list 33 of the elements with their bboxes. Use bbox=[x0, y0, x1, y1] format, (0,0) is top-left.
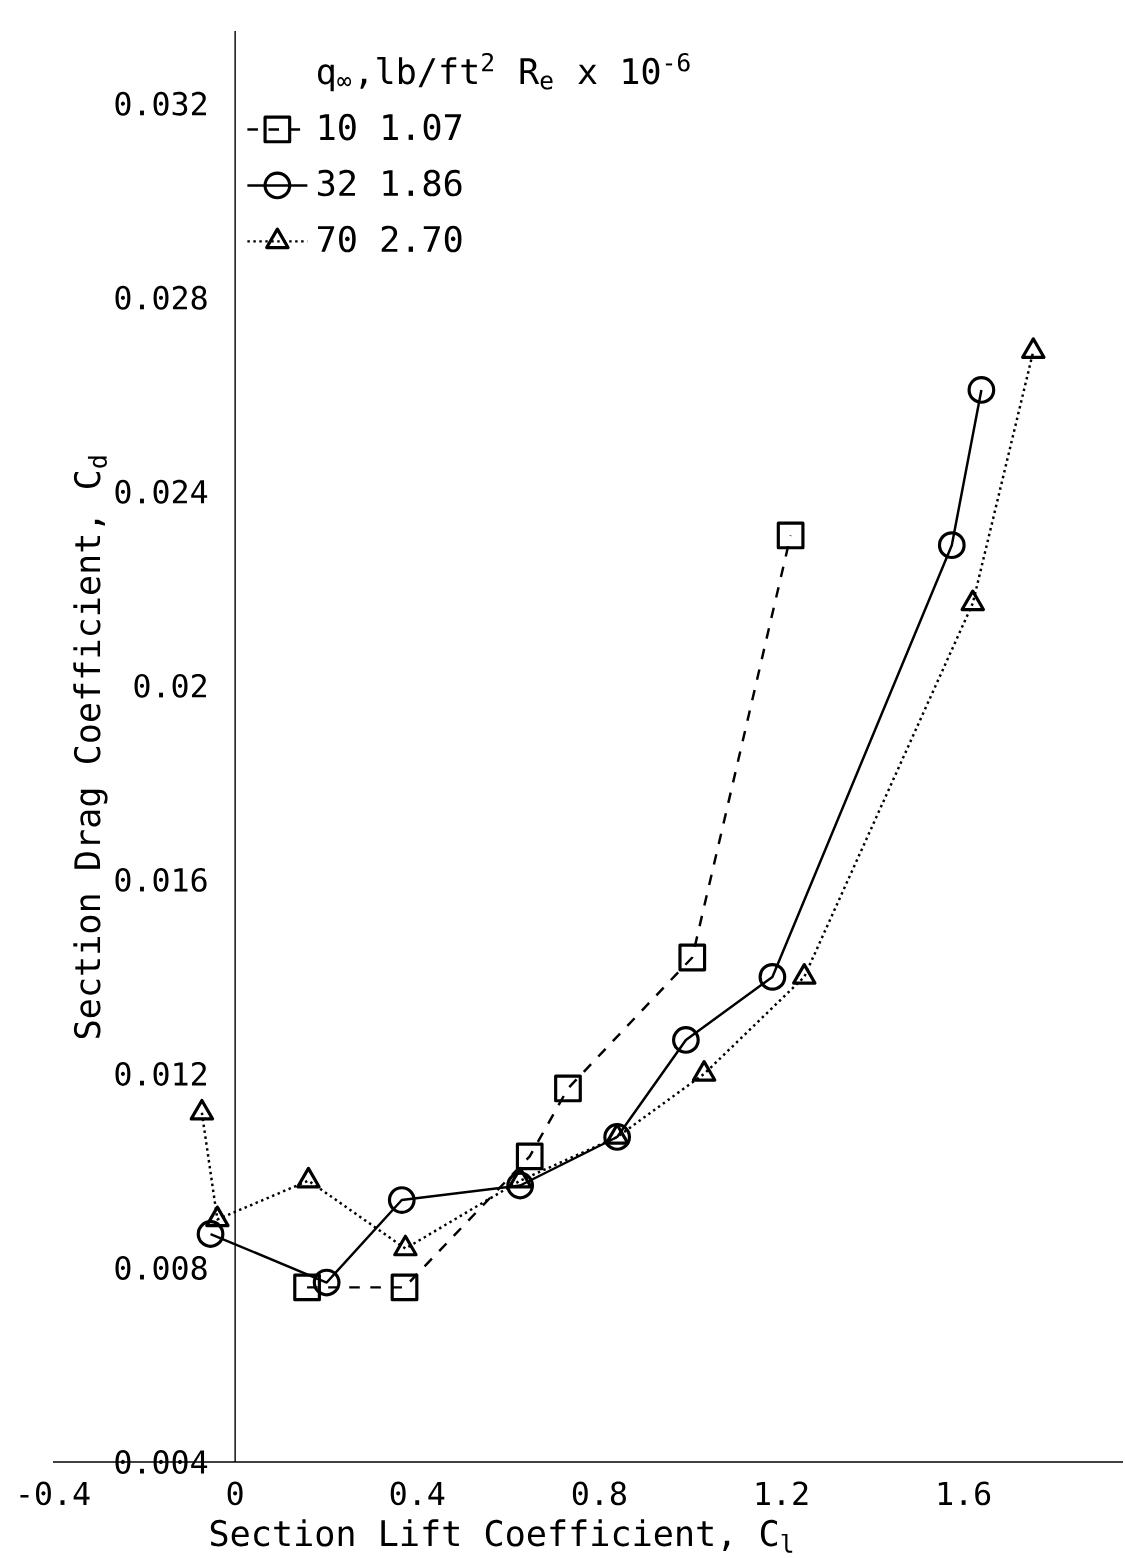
point bbox=[554, 1074, 582, 1103]
point bbox=[390, 1273, 419, 1302]
y-tick-label: 0.02 bbox=[134, 673, 206, 698]
y-tick-label: 0.028 bbox=[115, 285, 207, 310]
x-tick-label: -0.4 bbox=[20, 1481, 90, 1506]
y-tick-label: 0.012 bbox=[115, 1061, 206, 1086]
point bbox=[506, 1171, 535, 1200]
x-tick-label: 1.2 bbox=[756, 1481, 808, 1505]
point bbox=[387, 1186, 416, 1214]
point bbox=[758, 963, 787, 991]
point bbox=[937, 531, 966, 560]
x-tick-label: 0.4 bbox=[390, 1481, 445, 1506]
legend-label: 70 2.70 bbox=[318, 225, 462, 253]
point bbox=[196, 1220, 225, 1248]
y-tick-label: 0.032 bbox=[115, 91, 206, 116]
point bbox=[312, 1268, 341, 1297]
y-tick-label: 0.008 bbox=[115, 1255, 207, 1280]
point bbox=[603, 1123, 632, 1151]
point bbox=[672, 1026, 700, 1054]
point bbox=[678, 943, 707, 972]
x-tick-label: 1.6 bbox=[938, 1481, 991, 1506]
y-axis-title: Section Drag Coefficient, C$_{d}$ bbox=[73, 456, 108, 1039]
x-axis-title: Section Lift Coefficient, C$_{l}$ bbox=[210, 1519, 793, 1553]
legend-label: 32 1.86 bbox=[318, 169, 462, 197]
legend-title: q$_{∞}$,lb/ft$^{2}$ R$_{e}$ x 10$^{-6}$ bbox=[318, 52, 690, 92]
y-tick-label: 0.024 bbox=[115, 479, 208, 504]
y-tick-label: 0.016 bbox=[115, 867, 207, 892]
legend-label: 10 1.07 bbox=[319, 113, 462, 141]
point bbox=[776, 521, 805, 550]
x-tick-label: 0.8 bbox=[572, 1481, 626, 1506]
x-tick-label: 0 bbox=[227, 1481, 243, 1506]
point bbox=[293, 1273, 321, 1302]
point bbox=[967, 376, 996, 404]
